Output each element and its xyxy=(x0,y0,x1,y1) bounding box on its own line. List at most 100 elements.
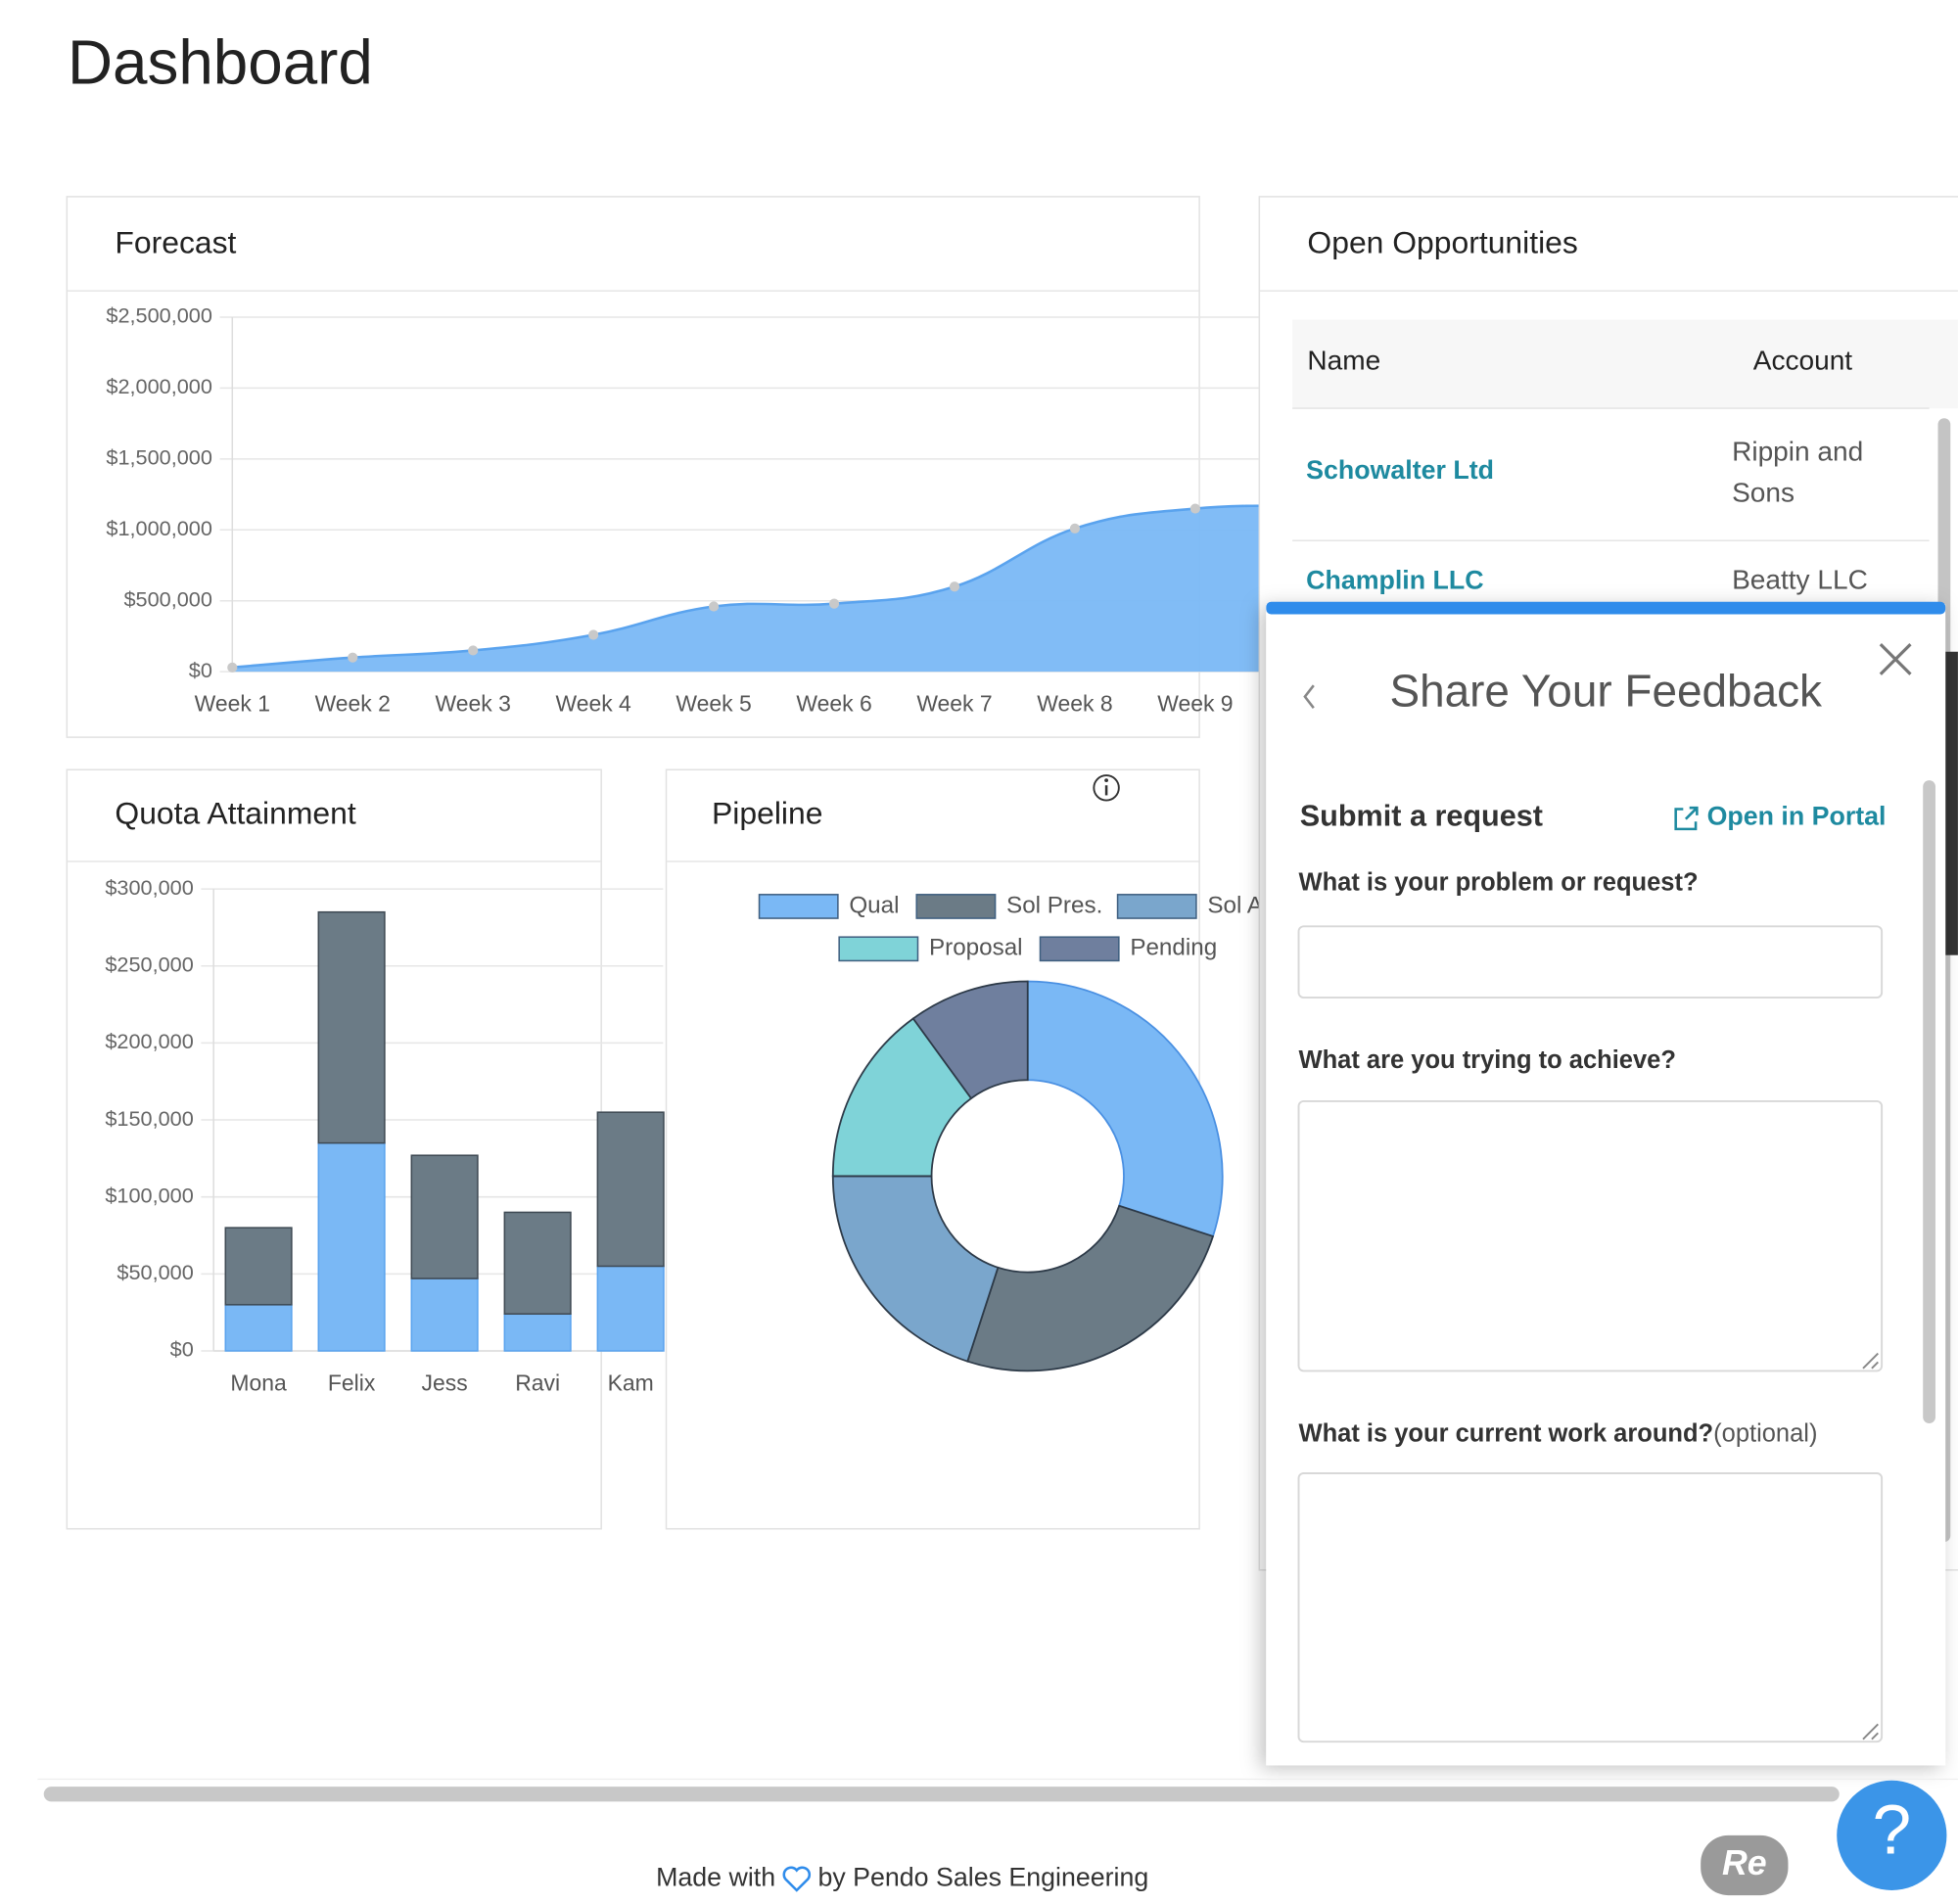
text-input[interactable] xyxy=(1297,925,1884,999)
x-tick-label: Week 1 xyxy=(195,691,270,717)
y-tick-label: $1,500,000 xyxy=(106,445,211,470)
opportunity-link[interactable]: Schowalter Ltd xyxy=(1306,455,1494,485)
badge-text[interactable]: Re xyxy=(1722,1843,1767,1882)
y-tick-label: $50,000 xyxy=(117,1260,193,1284)
y-tick-label: $1,000,000 xyxy=(106,516,211,540)
y-tick-label: $100,000 xyxy=(105,1183,193,1207)
data-point xyxy=(709,601,720,612)
account-text: Rippin and Sons xyxy=(1732,436,1864,509)
column-header: Name xyxy=(1307,345,1380,375)
field-label: What is your problem or request? xyxy=(1299,869,1699,897)
legend-swatch xyxy=(758,894,839,919)
panel-scrollbar[interactable] xyxy=(1923,780,1935,1423)
bar-segment xyxy=(317,910,386,1144)
x-tick-label: Kam xyxy=(608,1370,654,1395)
data-point xyxy=(227,662,238,673)
quota-chart: $0 $50,000 $100,000 $150,000 $200,000 $250,00… xyxy=(105,875,665,1395)
opportunity-link[interactable]: Champlin LLC xyxy=(1306,565,1483,594)
x-tick-label: Week 2 xyxy=(315,691,391,717)
side-tab[interactable] xyxy=(1945,651,1958,955)
heart-icon xyxy=(782,1866,812,1892)
card-title: Forecast xyxy=(115,224,236,259)
donut-slice xyxy=(966,1204,1215,1372)
horizontal-scrollbar[interactable] xyxy=(43,1787,1840,1802)
account-text: Beatty LLC xyxy=(1732,565,1868,595)
textarea[interactable] xyxy=(1297,1099,1884,1372)
y-tick-label: $2,500,000 xyxy=(106,303,211,328)
x-tick-label: Week 5 xyxy=(676,691,751,717)
forecast-chart: $0 $500,000 $1,000,000 $1,500,000 $2,000,000… xyxy=(106,303,1321,717)
resize-grip xyxy=(1862,1352,1879,1370)
external-link-icon[interactable] xyxy=(1674,806,1699,831)
x-tick-label: Week 4 xyxy=(555,691,631,717)
field-note: (optional) xyxy=(1713,1419,1817,1447)
x-tick-label: Week 9 xyxy=(1157,691,1233,717)
legend-swatch xyxy=(1039,936,1120,962)
donut-slice xyxy=(1026,980,1224,1238)
bar-segment xyxy=(503,1211,572,1316)
panel-title: Share Your Feedback xyxy=(1389,665,1823,716)
info-icon[interactable] xyxy=(1093,774,1120,802)
data-point xyxy=(828,598,840,609)
donut-slice xyxy=(831,1175,1000,1363)
bar-segment xyxy=(410,1154,479,1279)
bar-segment xyxy=(503,1313,572,1352)
back-button[interactable] xyxy=(1303,684,1315,709)
x-tick-label: Ravi xyxy=(515,1370,560,1395)
x-tick-label: Jess xyxy=(422,1370,468,1395)
panel-accent xyxy=(1266,601,1946,615)
data-point xyxy=(468,645,479,656)
account-cell: Rippin and Sons xyxy=(1732,436,1864,509)
card-title: Pipeline xyxy=(712,795,822,830)
legend-swatch xyxy=(838,936,919,962)
y-tick-label: $0 xyxy=(189,658,212,682)
card-title: Open Opportunities xyxy=(1307,224,1577,259)
donut-slice xyxy=(911,980,1029,1100)
y-tick-label: $150,000 xyxy=(105,1106,193,1131)
field-label: What are you trying to achieve? xyxy=(1299,1046,1676,1074)
bar-segment xyxy=(224,1227,293,1306)
bar-segment xyxy=(410,1277,479,1352)
y-tick-label: $500,000 xyxy=(123,586,211,611)
data-point xyxy=(1069,523,1081,534)
x-tick-label: Week 8 xyxy=(1037,691,1112,717)
area-line xyxy=(232,504,1316,670)
help-icon[interactable]: ? xyxy=(1872,1791,1911,1870)
legend-label: Sol A xyxy=(1207,892,1263,918)
y-tick-label: $250,000 xyxy=(105,952,193,976)
card-title: Quota Attainment xyxy=(115,795,355,830)
portal-link[interactable]: Open in Portal xyxy=(1707,801,1887,830)
legend-label: Proposal xyxy=(929,935,1023,961)
badge[interactable] xyxy=(1701,1834,1789,1896)
data-point xyxy=(588,629,599,640)
x-tick-label: Week 7 xyxy=(916,691,992,717)
legend-label: Pending xyxy=(1130,935,1217,961)
x-tick-label: Felix xyxy=(328,1370,376,1395)
section-title: Submit a request xyxy=(1300,799,1543,832)
y-tick-label: $300,000 xyxy=(105,875,193,900)
resize-grip xyxy=(1862,1723,1879,1741)
y-tick-label: $0 xyxy=(170,1337,194,1362)
y-tick-label: $200,000 xyxy=(105,1029,193,1053)
legend-label: Sol Pres. xyxy=(1006,892,1102,918)
table-header xyxy=(1292,319,1958,409)
field-label: What is your current work around?(option… xyxy=(1299,1419,1818,1447)
x-tick-label: Week 6 xyxy=(796,691,871,717)
x-tick-label: Week 3 xyxy=(436,691,511,717)
legend-swatch xyxy=(915,894,997,919)
x-tick-label: Mona xyxy=(230,1370,287,1395)
close-button[interactable] xyxy=(1879,642,1912,675)
legend-swatch xyxy=(1116,894,1197,919)
data-point xyxy=(1189,503,1201,514)
column-header: Account xyxy=(1753,345,1853,375)
legend-label: Qual xyxy=(849,892,899,918)
help-button[interactable] xyxy=(1837,1780,1947,1890)
footer-text: by Pendo Sales Engineering xyxy=(817,1863,1148,1892)
pipeline-chart: Qual Sol Pres. Sol A Proposal Pending xyxy=(758,892,1264,1372)
textarea[interactable] xyxy=(1297,1472,1884,1743)
data-point xyxy=(949,581,960,592)
y-tick-label: $2,000,000 xyxy=(106,374,211,398)
bar-segment xyxy=(596,1265,665,1352)
field-label-text: What is your current work around? xyxy=(1299,1419,1714,1447)
